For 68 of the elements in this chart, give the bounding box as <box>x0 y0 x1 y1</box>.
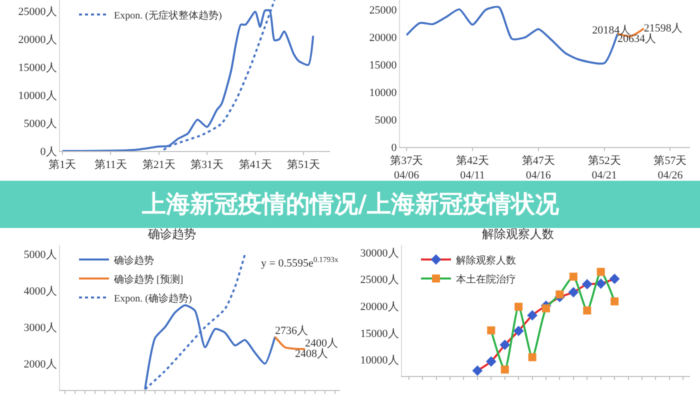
point <box>500 340 510 350</box>
point <box>596 278 606 289</box>
y-tick-label: 0 <box>391 142 398 154</box>
point <box>486 356 496 367</box>
chart-title: 解除观察人数 <box>482 227 554 241</box>
legend-label: Expon. (确诊趋势) <box>114 292 192 304</box>
x-tick-label: 第42天 04/11 <box>456 155 489 182</box>
data-label: 2408人 <box>295 348 328 360</box>
y-tick-label: 2000人 <box>24 358 57 371</box>
y-tick-label: 20000 <box>369 32 398 44</box>
y-tick-label: 3000人 <box>24 322 57 334</box>
legend-label: 解除观察人数 <box>456 254 516 266</box>
annotation: y = 0.5595e$^{0.1793x}$ <box>261 255 338 270</box>
y-tick-label: 4000人 <box>24 286 57 298</box>
x-tick-label: 第52天 04/21 <box>588 155 621 182</box>
y-tick-label: 15000 <box>369 60 398 72</box>
point <box>500 366 509 374</box>
line-series <box>274 336 306 350</box>
x-tick-label: 第11天 <box>94 159 127 172</box>
point <box>610 297 619 306</box>
point <box>487 326 496 334</box>
point <box>582 278 592 290</box>
point <box>583 306 592 314</box>
text: 上海新冠疫情的情况/上海新冠疫情状况 <box>141 190 560 218</box>
x-tick-label: 第47天 04/16 <box>522 155 555 182</box>
point <box>527 310 538 321</box>
y-tick-label: 25000人 <box>360 274 399 286</box>
data-label: 21598人 <box>644 22 682 34</box>
y-tick-label: 5000 <box>374 114 398 126</box>
point <box>514 302 523 311</box>
point <box>568 287 579 298</box>
y-tick-label: 5000人 <box>24 248 57 261</box>
y-tick-label: 15000人 <box>360 328 399 340</box>
y-tick-label: 25000人 <box>18 6 57 18</box>
data-label: 20634人 <box>618 33 656 46</box>
point <box>596 268 605 276</box>
y-tick-label: 20000人 <box>360 301 399 314</box>
x-tick-label: 第1天 <box>48 159 76 172</box>
x-tick-label: 第51天 <box>286 159 320 172</box>
y-tick-label: 10000 <box>369 87 398 99</box>
x-tick-label: 第31天 <box>190 159 224 172</box>
y-tick-label: 10000人 <box>360 354 399 367</box>
point <box>569 272 578 281</box>
line-series <box>406 6 618 65</box>
x-tick-label: 第41天 <box>238 159 272 172</box>
chart-title: 确诊趋势 <box>147 227 196 241</box>
y-tick-label: 10000人 <box>18 90 57 102</box>
point <box>472 365 483 376</box>
point <box>542 304 550 312</box>
legend-label: 确诊趋势 [预测] <box>113 273 184 286</box>
x-tick-label: 第21天 <box>142 159 176 172</box>
y-tick-label: 15000人 <box>18 62 57 74</box>
legend-label: 确诊趋势 <box>113 254 154 266</box>
x-tick-label: 第57天 04/26 <box>654 155 687 182</box>
legend-label: Expon. (无症状整体趋势) <box>114 9 222 22</box>
point <box>528 353 536 362</box>
y-tick-label: 25000 <box>369 4 398 17</box>
data-label: 2400人 <box>305 337 338 350</box>
x-tick-label: 第37天 04/06 <box>390 155 424 182</box>
y-tick-label: 0人 <box>40 146 57 158</box>
point <box>609 274 620 284</box>
legend-label: 本土在院治疗 <box>456 273 516 286</box>
data-label: 2736人 <box>275 325 308 338</box>
point <box>513 326 524 336</box>
y-tick-label: 5000人 <box>24 118 57 130</box>
y-tick-label: 30000人 <box>360 247 399 260</box>
y-tick-label: 20000人 <box>18 34 57 46</box>
point <box>556 290 564 298</box>
